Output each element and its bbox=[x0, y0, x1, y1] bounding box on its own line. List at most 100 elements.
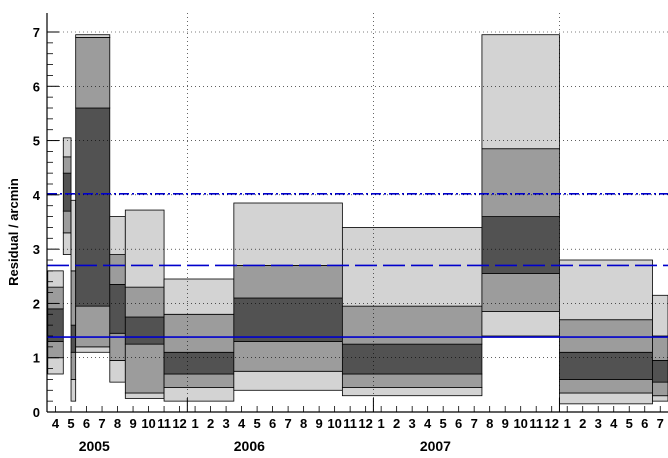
x-tick-label-8: 12 bbox=[172, 416, 186, 431]
x-tick-label-23: 3 bbox=[409, 416, 416, 431]
year-label-2005: 2005 bbox=[79, 438, 110, 454]
reference-lines bbox=[47, 192, 668, 338]
band-segment-7-1 bbox=[233, 341, 343, 372]
x-tick-label-19: 11 bbox=[343, 416, 357, 431]
x-tick-label-12: 4 bbox=[238, 416, 246, 431]
band-segment-11-0 bbox=[652, 395, 668, 402]
band-segment-7-2 bbox=[233, 297, 343, 342]
x-tick-label-15: 7 bbox=[284, 416, 291, 431]
band-segment-5-1 bbox=[124, 343, 165, 394]
band-segment-0-3 bbox=[47, 286, 64, 310]
x-tick-label-14: 6 bbox=[269, 416, 276, 431]
x-tick-label-9: 1 bbox=[191, 416, 198, 431]
x-tick-label-35: 3 bbox=[595, 416, 602, 431]
band-segment-7-0 bbox=[233, 370, 343, 391]
band-segment-9-0 bbox=[481, 311, 560, 337]
band-segment-11-4 bbox=[652, 294, 668, 337]
band-segment-11-1 bbox=[652, 381, 668, 397]
x-tick-label-30: 10 bbox=[513, 416, 527, 431]
band-segment-8-2 bbox=[341, 343, 483, 375]
band-segment-1-1 bbox=[62, 210, 72, 234]
band-segment-5-4 bbox=[124, 209, 165, 288]
band-segment-5-0 bbox=[124, 392, 165, 399]
y-tick-label-4: 4 bbox=[33, 188, 41, 203]
band-segment-1-3 bbox=[62, 156, 72, 174]
x-tick-label-21: 1 bbox=[378, 416, 385, 431]
year-label-2007: 2007 bbox=[420, 438, 451, 454]
band-segment-11-2 bbox=[652, 360, 668, 383]
band-segment-2-1 bbox=[70, 351, 77, 380]
x-tick-label-34: 2 bbox=[579, 416, 586, 431]
x-tick-label-36: 4 bbox=[610, 416, 618, 431]
band-segment-4-4 bbox=[109, 216, 126, 255]
x-tick-label-0: 4 bbox=[52, 416, 60, 431]
x-tick-label-24: 4 bbox=[424, 416, 432, 431]
band-segment-10-1 bbox=[559, 379, 653, 394]
band-segment-6-1 bbox=[163, 373, 235, 388]
band-segment-2-0 bbox=[70, 379, 77, 402]
year-label-2006: 2006 bbox=[234, 438, 265, 454]
band-segment-3-0 bbox=[75, 346, 111, 353]
band-segment-3-3 bbox=[75, 37, 111, 109]
x-tick-label-29: 9 bbox=[502, 416, 509, 431]
x-tick-label-4: 8 bbox=[114, 416, 121, 431]
band-segment-4-2 bbox=[109, 284, 126, 334]
band-segment-10-4 bbox=[559, 259, 653, 321]
band-segment-2-3 bbox=[70, 270, 77, 326]
x-tick-label-17: 9 bbox=[316, 416, 323, 431]
band-segment-6-2 bbox=[163, 351, 235, 375]
band-segment-0-4 bbox=[47, 270, 64, 288]
band-segment-8-4 bbox=[341, 227, 483, 307]
axes bbox=[46, 13, 668, 413]
x-tick-label-13: 5 bbox=[253, 416, 260, 431]
band-segment-7-3 bbox=[233, 265, 343, 299]
band-segment-3-1 bbox=[75, 305, 111, 348]
band-segment-1-2 bbox=[62, 172, 72, 212]
plot-area bbox=[47, 13, 668, 412]
y-tick-label-1: 1 bbox=[33, 351, 40, 366]
band-segment-8-3 bbox=[341, 305, 483, 345]
x-tick-label-7: 11 bbox=[157, 416, 171, 431]
band-segment-10-2 bbox=[559, 351, 653, 380]
band-segment-10-3 bbox=[559, 319, 653, 353]
band-segment-7-4 bbox=[233, 202, 343, 266]
x-tick-label-5: 9 bbox=[129, 416, 136, 431]
y-tick-label-0: 0 bbox=[33, 405, 40, 420]
band-segment-0-1 bbox=[47, 341, 64, 359]
x-tick-label-33: 1 bbox=[564, 416, 571, 431]
y-tick-label-3: 3 bbox=[33, 242, 40, 257]
band-segment-9-4 bbox=[481, 34, 560, 150]
x-tick-label-32: 12 bbox=[544, 416, 558, 431]
band-segment-8-1 bbox=[341, 373, 483, 388]
x-tick-label-28: 8 bbox=[486, 416, 493, 431]
y-tick-label-2: 2 bbox=[33, 296, 40, 311]
x-tick-label-2: 6 bbox=[83, 416, 90, 431]
band-segment-0-0 bbox=[47, 357, 64, 375]
x-tick-label-11: 3 bbox=[222, 416, 229, 431]
band-segment-4-0 bbox=[109, 360, 126, 383]
band-segment-1-4 bbox=[62, 137, 72, 158]
x-tick-label-31: 11 bbox=[529, 416, 543, 431]
band-segment-1-0 bbox=[62, 232, 72, 255]
band-segment-2-4 bbox=[70, 199, 77, 272]
band-segment-5-2 bbox=[124, 316, 165, 345]
x-tick-label-18: 10 bbox=[327, 416, 341, 431]
band-segment-11-3 bbox=[652, 335, 668, 361]
x-tick-label-38: 6 bbox=[641, 416, 648, 431]
y-tick-label-7: 7 bbox=[33, 25, 40, 40]
x-tick-label-37: 5 bbox=[626, 416, 633, 431]
y-tick-label-6: 6 bbox=[33, 79, 40, 94]
x-tick-label-20: 12 bbox=[358, 416, 372, 431]
band-segment-9-3 bbox=[481, 148, 560, 217]
x-tick-label-26: 6 bbox=[455, 416, 462, 431]
band-segment-9-2 bbox=[481, 216, 560, 274]
x-tick-label-1: 5 bbox=[67, 416, 74, 431]
x-tick-label-6: 10 bbox=[141, 416, 155, 431]
band-segment-3-4 bbox=[75, 34, 111, 38]
x-tick-label-25: 5 bbox=[440, 416, 447, 431]
band-segment-9-1 bbox=[481, 273, 560, 312]
y-tick-label-5: 5 bbox=[33, 134, 40, 149]
x-tick-label-22: 2 bbox=[393, 416, 400, 431]
